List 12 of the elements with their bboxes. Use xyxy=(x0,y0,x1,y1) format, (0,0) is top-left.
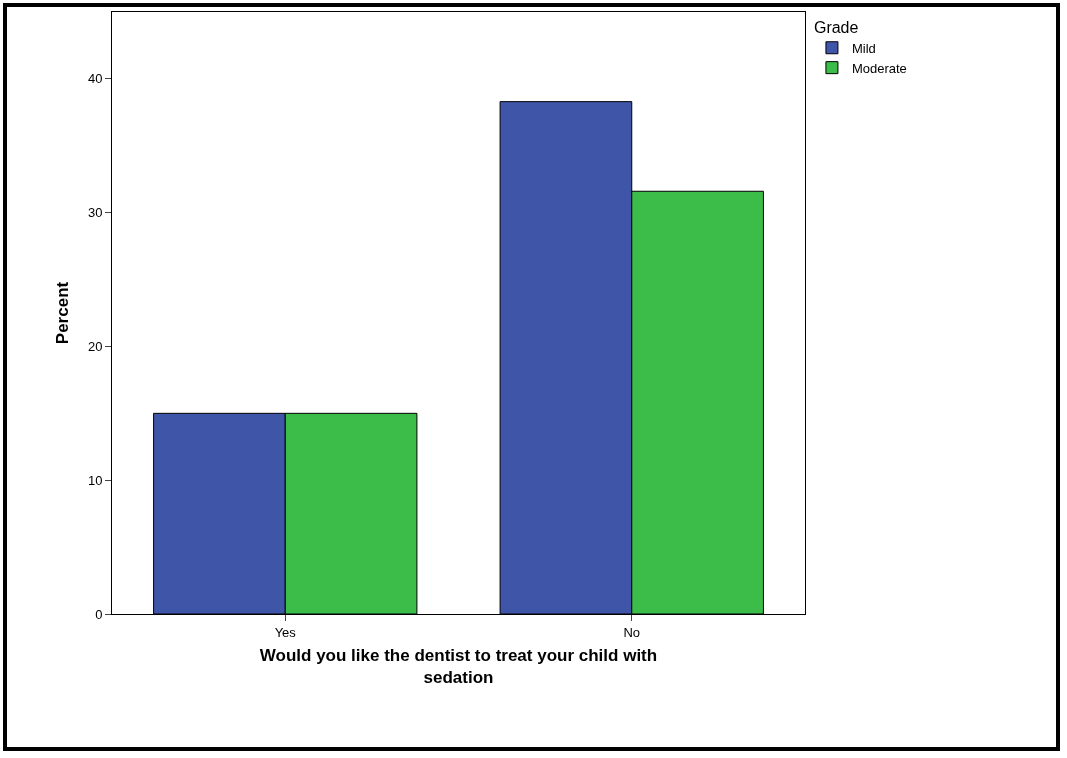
y-tick-label: 0 xyxy=(95,606,103,622)
x-tick-label: Yes xyxy=(274,624,297,640)
y-tick-label: 30 xyxy=(87,205,103,221)
legend-label: Mild xyxy=(851,40,876,56)
legend-label: Moderate xyxy=(851,60,907,76)
y-axis-title: Percent xyxy=(53,281,72,345)
y-tick-label: 40 xyxy=(87,71,103,87)
x-tick-label: No xyxy=(623,624,641,640)
x-axis-title: Would you like the dentist to treat your child with sedation xyxy=(259,646,658,688)
y-tick-label: 10 xyxy=(87,472,103,488)
y-tick-label: 20 xyxy=(87,338,103,354)
legend-title: Grade xyxy=(813,18,859,36)
